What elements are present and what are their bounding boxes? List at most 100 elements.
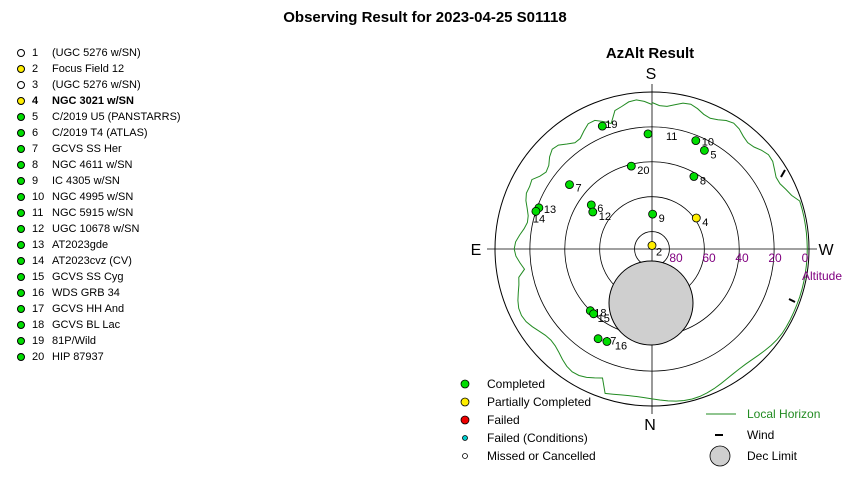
target-point-label: 11 [666, 131, 677, 143]
target-name: UGC 10678 w/SN [52, 223, 140, 235]
compass-south: S [646, 66, 657, 83]
altitude-tick-label: 80 [669, 251, 683, 265]
target-name: AT2023gde [52, 239, 109, 251]
target-point-5 [700, 145, 709, 155]
compass-labels: S N E W 80 60 40 20 0 Altitude [471, 66, 843, 434]
status-dot-icon [17, 321, 25, 329]
target-number: 13 [32, 239, 45, 251]
target-number: 14 [32, 255, 45, 267]
dec-limit-area [608, 260, 694, 346]
target-name: NGC 5915 w/SN [52, 207, 134, 219]
altitude-tick-label: 60 [702, 251, 716, 265]
target-number: 17 [32, 303, 45, 315]
legend-completed-label: Completed [487, 377, 545, 391]
target-point-label: 7 [576, 183, 582, 195]
compass-east: E [471, 242, 482, 259]
altitude-tick-label: 20 [768, 251, 782, 265]
page-title: Observing Result for 2023-04-25 S01118 [283, 9, 567, 26]
target-name: GCVS BL Lac [52, 319, 121, 331]
target-name: GCVS SS Her [52, 143, 122, 155]
target-number: 7 [32, 143, 39, 155]
legend-partial-label: Partially Completed [487, 395, 591, 409]
status-dot-icon [17, 193, 25, 201]
target-number: 20 [32, 351, 45, 363]
compass-west: W [818, 242, 834, 259]
target-point-label: 2 [656, 247, 662, 259]
target-name: NGC 4995 w/SN [52, 191, 134, 203]
legend-failed-label: Failed [487, 413, 520, 427]
status-dot-icon [17, 161, 25, 169]
status-dot-icon [17, 257, 25, 265]
target-point-20 [626, 161, 636, 171]
target-number: 3 [32, 79, 39, 91]
legend-wind-label: Wind [747, 428, 774, 442]
target-point-16 [602, 337, 612, 346]
target-name: NGC 3021 w/SN [52, 95, 134, 107]
target-number: 2 [32, 63, 39, 75]
legend-dec-limit-label: Dec Limit [747, 449, 798, 463]
target-point-15 [589, 309, 598, 319]
target-point-label: 19 [605, 119, 617, 131]
status-dot-icon [17, 273, 25, 281]
target-name: NGC 4611 w/SN [52, 159, 133, 171]
target-point-17 [593, 334, 603, 344]
status-dot-icon [17, 113, 25, 121]
target-number: 16 [32, 287, 45, 299]
legend-local-horizon-label: Local Horizon [747, 407, 820, 421]
target-point-9 [648, 209, 657, 219]
azalt-title: AzAlt Result [605, 45, 695, 62]
target-number: 18 [32, 319, 45, 331]
target-point-4 [691, 213, 701, 223]
target-point-label: 14 [533, 213, 545, 225]
legend-missed-icon [462, 453, 468, 459]
target-number: 5 [32, 111, 39, 123]
target-point-label: 20 [637, 165, 649, 177]
target-point-14 [531, 206, 541, 216]
altitude-tick-label: 40 [735, 251, 749, 265]
target-point-label: 6 [597, 203, 603, 215]
target-point-12 [588, 207, 598, 217]
target-number: 10 [32, 191, 45, 203]
wind-mark [788, 298, 796, 303]
target-number: 9 [32, 175, 39, 187]
target-point-label: 5 [710, 149, 716, 161]
status-dot-icon [17, 49, 25, 57]
legend-failed-icon [460, 415, 470, 425]
target-number: 8 [32, 159, 39, 171]
target-name: AT2023cvz (CV) [52, 255, 132, 267]
target-point-label: 9 [659, 213, 665, 225]
target-name: GCVS HH And [52, 303, 125, 315]
target-number: 19 [32, 335, 45, 347]
target-point-label: 4 [702, 217, 708, 229]
status-dot-icon [17, 225, 25, 233]
status-dot-icon [17, 289, 25, 297]
status-dot-icon [17, 81, 25, 89]
target-point-2 [647, 241, 657, 250]
target-number: 4 [32, 95, 39, 107]
target-name: IC 4305 w/SN [52, 175, 120, 187]
target-number: 12 [32, 223, 45, 235]
target-point-label: 10 [702, 137, 714, 149]
status-dot-icon [17, 241, 25, 249]
legend-missed-label: Missed or Cancelled [487, 449, 596, 463]
target-point-label: 13 [544, 204, 556, 216]
altitude-axis-label: Altitude [802, 269, 842, 283]
legend-failed_conditions-icon [462, 435, 468, 441]
legend-dec-limit-icon [709, 445, 731, 467]
local-horizon-line [513, 99, 808, 402]
target-points: 19111052087612131494218151716 [531, 119, 717, 353]
status-dot-icon [17, 209, 25, 217]
wind-mark [780, 169, 786, 178]
target-number: 1 [32, 47, 39, 59]
plot-legend: Completed Partially Completed Failed Failed… [460, 377, 820, 467]
status-dot-icon [17, 337, 25, 345]
target-point-6 [586, 200, 596, 210]
legend-completed-icon [460, 379, 470, 389]
target-point-label: 12 [599, 211, 611, 223]
target-name: 81P/Wild [52, 335, 97, 347]
target-point-label: 15 [598, 313, 610, 325]
target-name: (UGC 5276 w/SN) [52, 79, 141, 91]
status-dot-icon [17, 177, 25, 185]
target-name: HIP 87937 [52, 351, 104, 363]
